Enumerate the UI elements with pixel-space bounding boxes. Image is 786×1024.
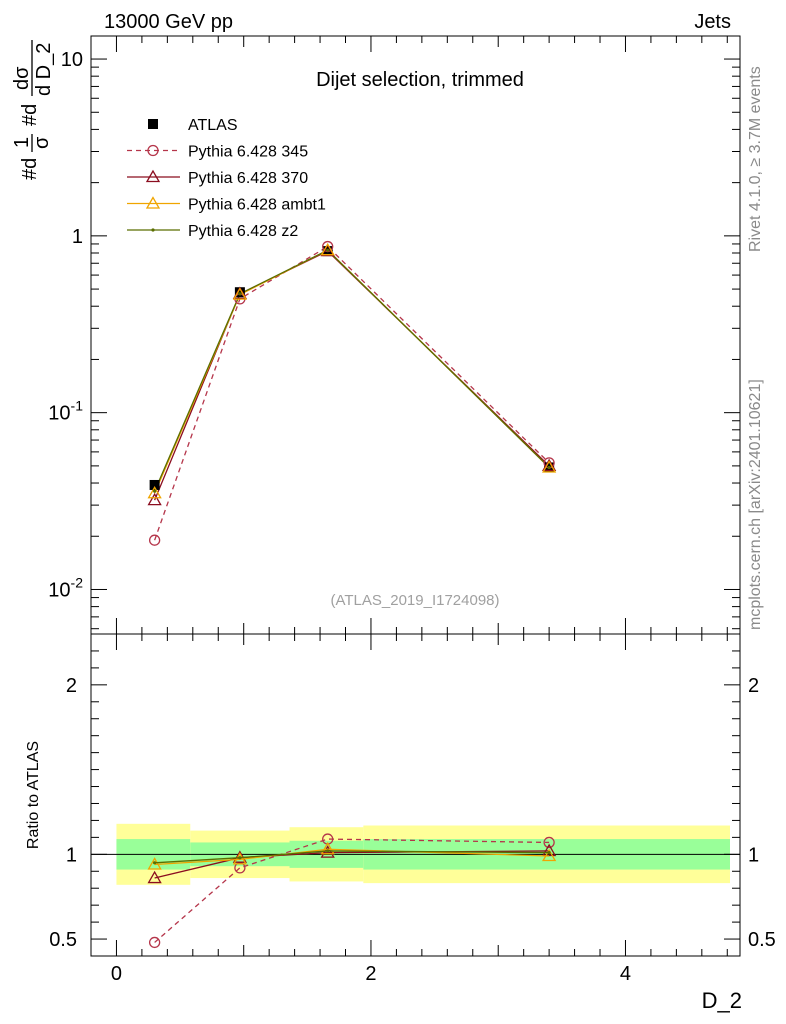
legend-label: Pythia 6.428 ambt1	[188, 197, 326, 214]
header-left: 13000 GeV pp	[104, 11, 233, 33]
triangle-marker	[320, 845, 335, 858]
legend-entry: Pythia 6.428 ambt1	[127, 196, 326, 214]
ylabel-one: 1	[11, 137, 33, 148]
triangle-marker	[541, 460, 557, 473]
ratio-y-ticks: 0.5 0.5 1 1 2 2	[49, 633, 776, 957]
main-title: Dijet selection, trimmed	[316, 69, 524, 91]
ylabel-d1: #d	[19, 158, 41, 180]
ratio-y-tick-label-right: 1	[748, 844, 759, 866]
main-series	[147, 240, 557, 546]
main-y-tick-label: 10-2	[48, 574, 83, 601]
triangle-marker	[147, 485, 162, 499]
ylabel-sigma: σ	[31, 136, 53, 149]
legend-entry: ATLAS	[148, 117, 238, 134]
svg-text:#d: #d	[19, 158, 41, 180]
x-axis-label: D_2	[702, 988, 742, 1013]
legend-entry: Pythia 6.428 370	[127, 169, 308, 187]
x-tick-label: 2	[365, 963, 376, 985]
legend-label: ATLAS	[188, 117, 238, 134]
data-point-marker	[148, 119, 158, 129]
series-line-1	[154, 250, 550, 501]
triangle-marker	[232, 852, 248, 865]
legend: ATLAS Pythia 6.428 345 Pythia 6.428 370 Pyt…	[127, 117, 326, 240]
circle-marker	[543, 836, 555, 849]
legend-label: Pythia 6.428 370	[188, 170, 308, 187]
dot-marker	[326, 849, 330, 853]
triangle-marker	[145, 169, 161, 183]
rivet-version: Rivet 4.1.0, ≥ 3.7M events	[747, 66, 764, 252]
circle-marker	[147, 144, 159, 157]
series-line-2	[154, 249, 550, 494]
legend-label: Pythia 6.428 345	[188, 144, 308, 161]
circle-marker	[234, 862, 246, 874]
main-y-tick-label: 10	[61, 49, 83, 71]
triangle-marker	[145, 196, 161, 209]
dot-marker	[547, 465, 551, 470]
circle-marker	[148, 534, 161, 546]
ratio-line-3	[154, 850, 550, 864]
ratio-series	[147, 833, 557, 949]
ratio-line-0	[154, 838, 550, 943]
legend-entry: Pythia 6.428 z2	[127, 223, 298, 240]
ratio-panel: 0.5 0.5 1 1 2 2 0 2 4 Ratio to ATLAS	[25, 633, 776, 985]
dot-marker	[547, 851, 551, 855]
dot-marker	[153, 489, 157, 493]
triangle-marker	[147, 492, 162, 506]
dot-marker	[238, 856, 242, 860]
ylabel-d2: #d	[19, 104, 41, 126]
data-point-marker	[149, 479, 160, 490]
circle-marker	[148, 936, 161, 949]
dot-marker	[326, 248, 330, 252]
dot-marker	[153, 861, 157, 865]
ratio-y-tick-label-right: 2	[748, 675, 759, 697]
triangle-marker	[320, 841, 335, 855]
ratio-y-label: Ratio to ATLAS	[25, 741, 42, 849]
mcplots-ref: mcplots.cern.ch [arXiv:2401.10621]	[747, 379, 764, 630]
ratio-y-tick-label: 2	[66, 675, 77, 697]
series-line-0	[154, 245, 550, 541]
main-y-tick-label: 1	[72, 226, 83, 248]
triangle-marker	[147, 857, 162, 870]
legend-entry: Pythia 6.428 345	[127, 144, 308, 161]
ratio-y-tick-label: 0.5	[49, 929, 77, 951]
legend-label: Pythia 6.428 z2	[188, 223, 298, 240]
header-right: Jets	[694, 11, 731, 33]
main-y-label: #d 1 σ #d dσ d D_2	[11, 40, 55, 180]
ylabel-dd2: d D_2	[33, 43, 55, 96]
ratio-plot-frame	[90, 633, 741, 957]
main-y-ticks: 10-2 10-1 1 10	[48, 49, 740, 630]
triangle-marker	[541, 458, 557, 472]
dot-marker	[238, 292, 242, 296]
ratio-y-tick-label: 1	[66, 844, 77, 866]
main-panel: 10-2 10-1 1 10 Dijet selection, trimmed (AT…	[48, 35, 741, 635]
data-point-marker	[234, 287, 245, 298]
dot-marker	[151, 228, 155, 232]
ylabel-dsigma: dσ	[11, 66, 33, 90]
ratio-x-ticks: 0 2 4	[90, 634, 728, 985]
ratio-y-tick-label-right: 0.5	[748, 929, 776, 951]
main-x-ticks	[90, 36, 728, 634]
main-y-tick-label: 10-1	[48, 398, 83, 425]
x-tick-label: 4	[620, 963, 631, 985]
triangle-marker	[232, 287, 248, 300]
series-line-3	[154, 249, 550, 492]
analysis-tag: (ATLAS_2019_I1724098)	[330, 592, 499, 609]
triangle-marker	[147, 870, 162, 884]
triangle-marker	[320, 242, 335, 256]
triangle-marker	[541, 848, 557, 862]
x-tick-label: 0	[111, 963, 122, 985]
